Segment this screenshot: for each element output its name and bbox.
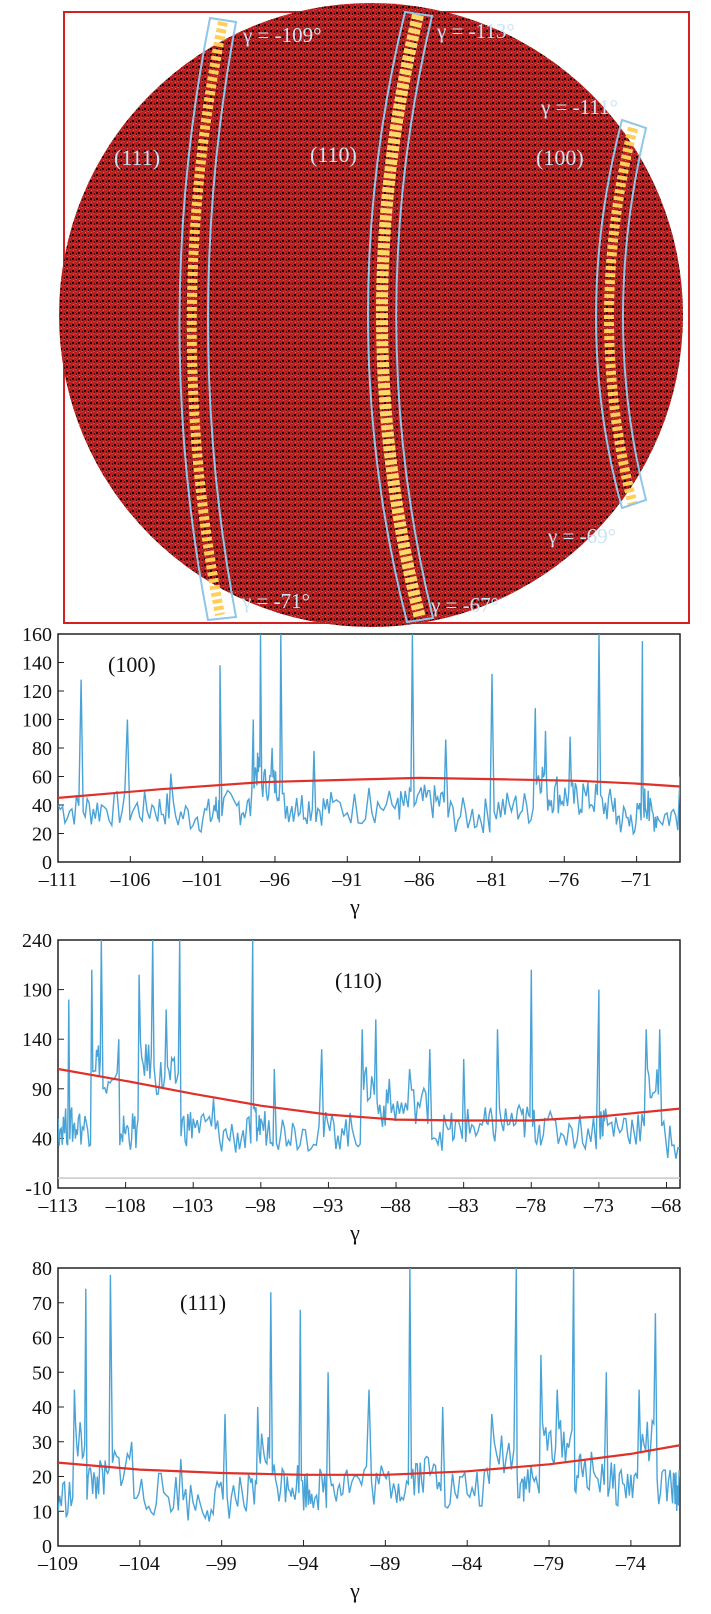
ring-111-gamma-bottom: γ = -71° [241,589,310,613]
x-tick-label: –103 [172,1195,213,1217]
x-tick-label: –93 [312,1195,343,1217]
x-tick-label: –73 [583,1195,614,1217]
x-tick-label: –89 [369,1553,400,1575]
panel-annotation: (100) [108,652,156,677]
ring-110-gamma-top: γ = -113° [436,19,515,43]
x-tick-label: –109 [37,1553,78,1575]
y-tick-label: 80 [32,1258,52,1280]
y-tick-label: 20 [32,1467,52,1489]
ring-100-label: (100) [536,145,584,170]
plot-110: -10 40 90 140 190 240 –113 –108 –103 –98 –93 –88 –83… [22,930,681,1245]
y-tick-label: 90 [32,1079,52,1101]
ring-100-arc [604,126,638,507]
x-tick-label: –88 [380,1195,411,1217]
x-axis-label: γ [349,1578,360,1603]
panel-annotation: (110) [335,968,382,993]
fit-curve [58,1067,680,1122]
detector-disk [59,3,683,627]
y-tick-label: 50 [32,1362,52,1384]
ring-110-band [367,10,435,624]
ring-111-label: (111) [114,145,160,170]
y-tick-label: 140 [22,1029,52,1051]
x-tick-label: –91 [331,869,362,891]
y-tick-label: 40 [32,1128,52,1150]
x-tick-label: –104 [119,1553,160,1575]
ring-111-arc [186,20,228,616]
ring-111-gamma-top: γ = -109° [242,23,322,47]
y-tick-label: 240 [22,930,52,952]
x-tick-label: –76 [548,869,579,891]
y-tick-label: 40 [32,1397,52,1419]
y-tick-label: -10 [25,1178,52,1200]
y-tick-label: 80 [32,738,52,760]
x-tick-label: –79 [533,1553,564,1575]
x-tick-label: –68 [650,1195,681,1217]
x-tick-label: –108 [105,1195,146,1217]
ring-111-band [178,16,238,622]
x-tick-label: –111 [38,869,78,891]
plot-111: 0 10 20 30 40 50 60 70 80 –109 –104 –99 –94 –89 –84 –79… [32,1258,681,1603]
y-tick-label: 30 [32,1432,52,1454]
y-tick-label: 60 [32,767,52,789]
intensity-trace [58,634,680,836]
x-tick-label: –99 [206,1553,237,1575]
fit-curve [58,776,680,799]
x-tick-label: –78 [515,1195,546,1217]
intensity-trace [58,940,680,1159]
y-tick-label: 100 [22,710,52,732]
ring-100-band [595,118,648,510]
plot-frame [57,939,681,1189]
plot-100: 0 20 40 60 80 100 120 140 160 –111 –106 –101 –96 –91 –… [22,624,681,919]
x-tick-label: –86 [404,869,435,891]
x-tick-label: –74 [615,1553,646,1575]
x-tick-label: –98 [245,1195,276,1217]
x-axis-label: γ [349,1220,360,1245]
ring-110-label: (110) [310,142,357,167]
ring-100-gamma-bottom: γ = -69° [547,524,616,548]
ring-110-arc [376,13,426,620]
y-tick-label: 10 [32,1501,52,1523]
panel-annotation: (111) [180,1290,226,1315]
ring-110-gamma-bottom: γ = -67° [430,593,499,617]
intensity-trace [58,1268,680,1522]
y-tick-label: 120 [22,681,52,703]
x-axis-label: γ [349,894,360,919]
x-tick-label: –71 [621,869,652,891]
y-tick-label: 160 [22,624,52,646]
y-tick-label: 0 [42,852,52,874]
y-tick-label: 0 [42,1536,52,1558]
x-tick-label: –94 [288,1553,319,1575]
detector-image: (111) (110) (100) γ = -109° γ = -71° γ =… [59,3,690,627]
y-tick-label: 60 [32,1328,52,1350]
y-tick-label: 40 [32,795,52,817]
x-tick-label: –101 [182,869,223,891]
x-tick-label: –96 [259,869,290,891]
x-tick-label: –84 [451,1553,482,1575]
y-tick-label: 190 [22,980,52,1002]
fit-curve [58,1444,680,1476]
x-tick-label: –113 [37,1195,77,1217]
y-tick-label: 70 [32,1293,52,1315]
ring-100-gamma-top: γ = -111° [540,95,618,119]
x-tick-label: –83 [448,1195,479,1217]
x-tick-label: –81 [476,869,507,891]
y-tick-label: 140 [22,653,52,675]
y-tick-label: 20 [32,824,52,846]
x-tick-label: –106 [109,869,150,891]
